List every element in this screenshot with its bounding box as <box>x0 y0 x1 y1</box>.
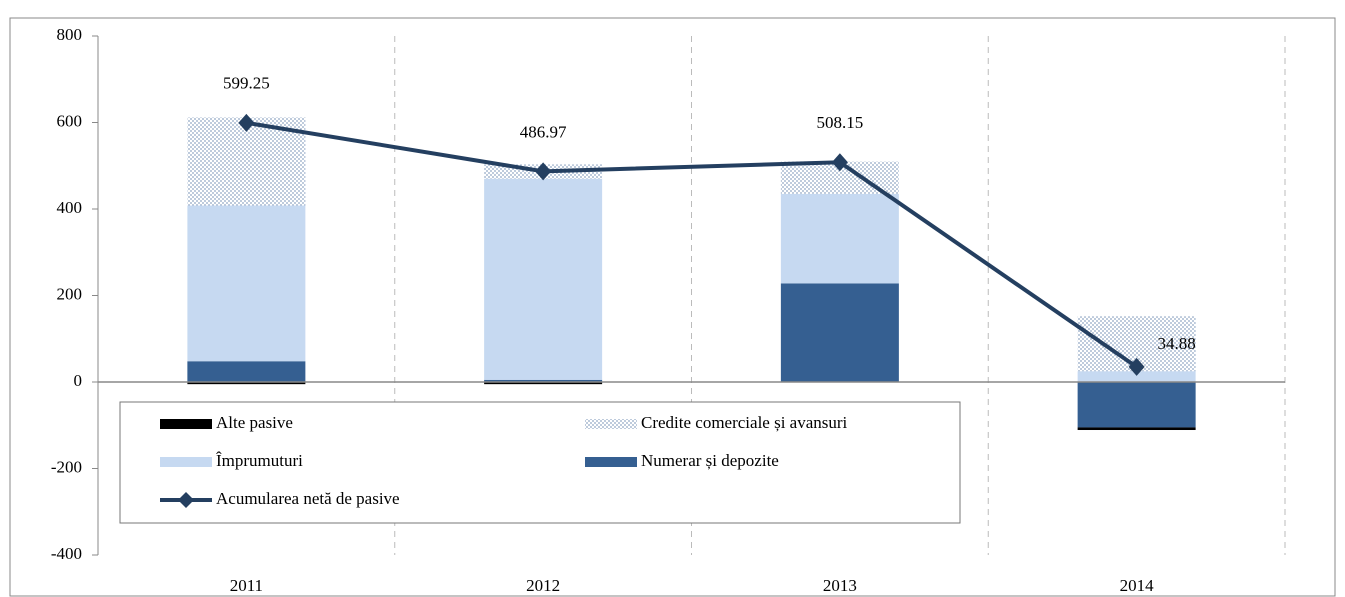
data-label: 508.15 <box>817 113 864 132</box>
bar-segment <box>187 117 306 206</box>
bar-segment <box>1077 427 1196 431</box>
line-marker <box>535 162 552 181</box>
legend-swatch <box>585 419 637 429</box>
y-tick-label: 200 <box>57 284 83 303</box>
chart-frame <box>9 17 1336 597</box>
bar-segment <box>1077 382 1196 428</box>
y-tick-label: -400 <box>51 544 82 563</box>
legend-swatch <box>160 419 212 429</box>
legend-marker <box>178 492 194 508</box>
x-tick-label: 2012 <box>526 576 560 595</box>
legend-swatch <box>160 457 212 467</box>
data-label: 486.97 <box>520 122 567 141</box>
y-tick-label: 0 <box>74 371 83 390</box>
bar-segment <box>1077 371 1196 382</box>
bar-segment <box>780 283 899 382</box>
bar-segment <box>484 382 603 385</box>
legend-label: Alte pasive <box>216 413 293 432</box>
x-tick-label: 2013 <box>823 576 857 595</box>
bar-segment <box>187 382 306 385</box>
data-label: 599.25 <box>223 74 270 93</box>
line <box>246 120 1138 369</box>
line-marker <box>1128 357 1145 376</box>
legend-label: Împrumuturi <box>216 451 303 470</box>
line-marker <box>831 153 848 172</box>
y-tick-label: 800 <box>57 25 83 44</box>
x-tick-label: 2011 <box>230 576 263 595</box>
legend-swatch <box>585 457 637 467</box>
y-tick-label: 600 <box>57 111 83 130</box>
bar-segment <box>187 205 306 362</box>
bar-segment <box>780 193 899 284</box>
data-label: 34.88 <box>1158 334 1196 353</box>
x-tick-label: 2014 <box>1120 576 1155 595</box>
legend-label: Credite comerciale și avansuri <box>641 413 848 432</box>
bar-segment <box>484 178 603 380</box>
legend-box <box>119 401 961 524</box>
legend-label: Numerar și depozite <box>641 451 779 470</box>
bar-segment <box>484 379 603 382</box>
line-marker <box>238 113 255 132</box>
legend-label: Acumularea netă de pasive <box>216 489 400 508</box>
y-tick-label: -200 <box>51 457 82 476</box>
y-tick-label: 400 <box>57 198 83 217</box>
bar-segment <box>187 361 306 382</box>
